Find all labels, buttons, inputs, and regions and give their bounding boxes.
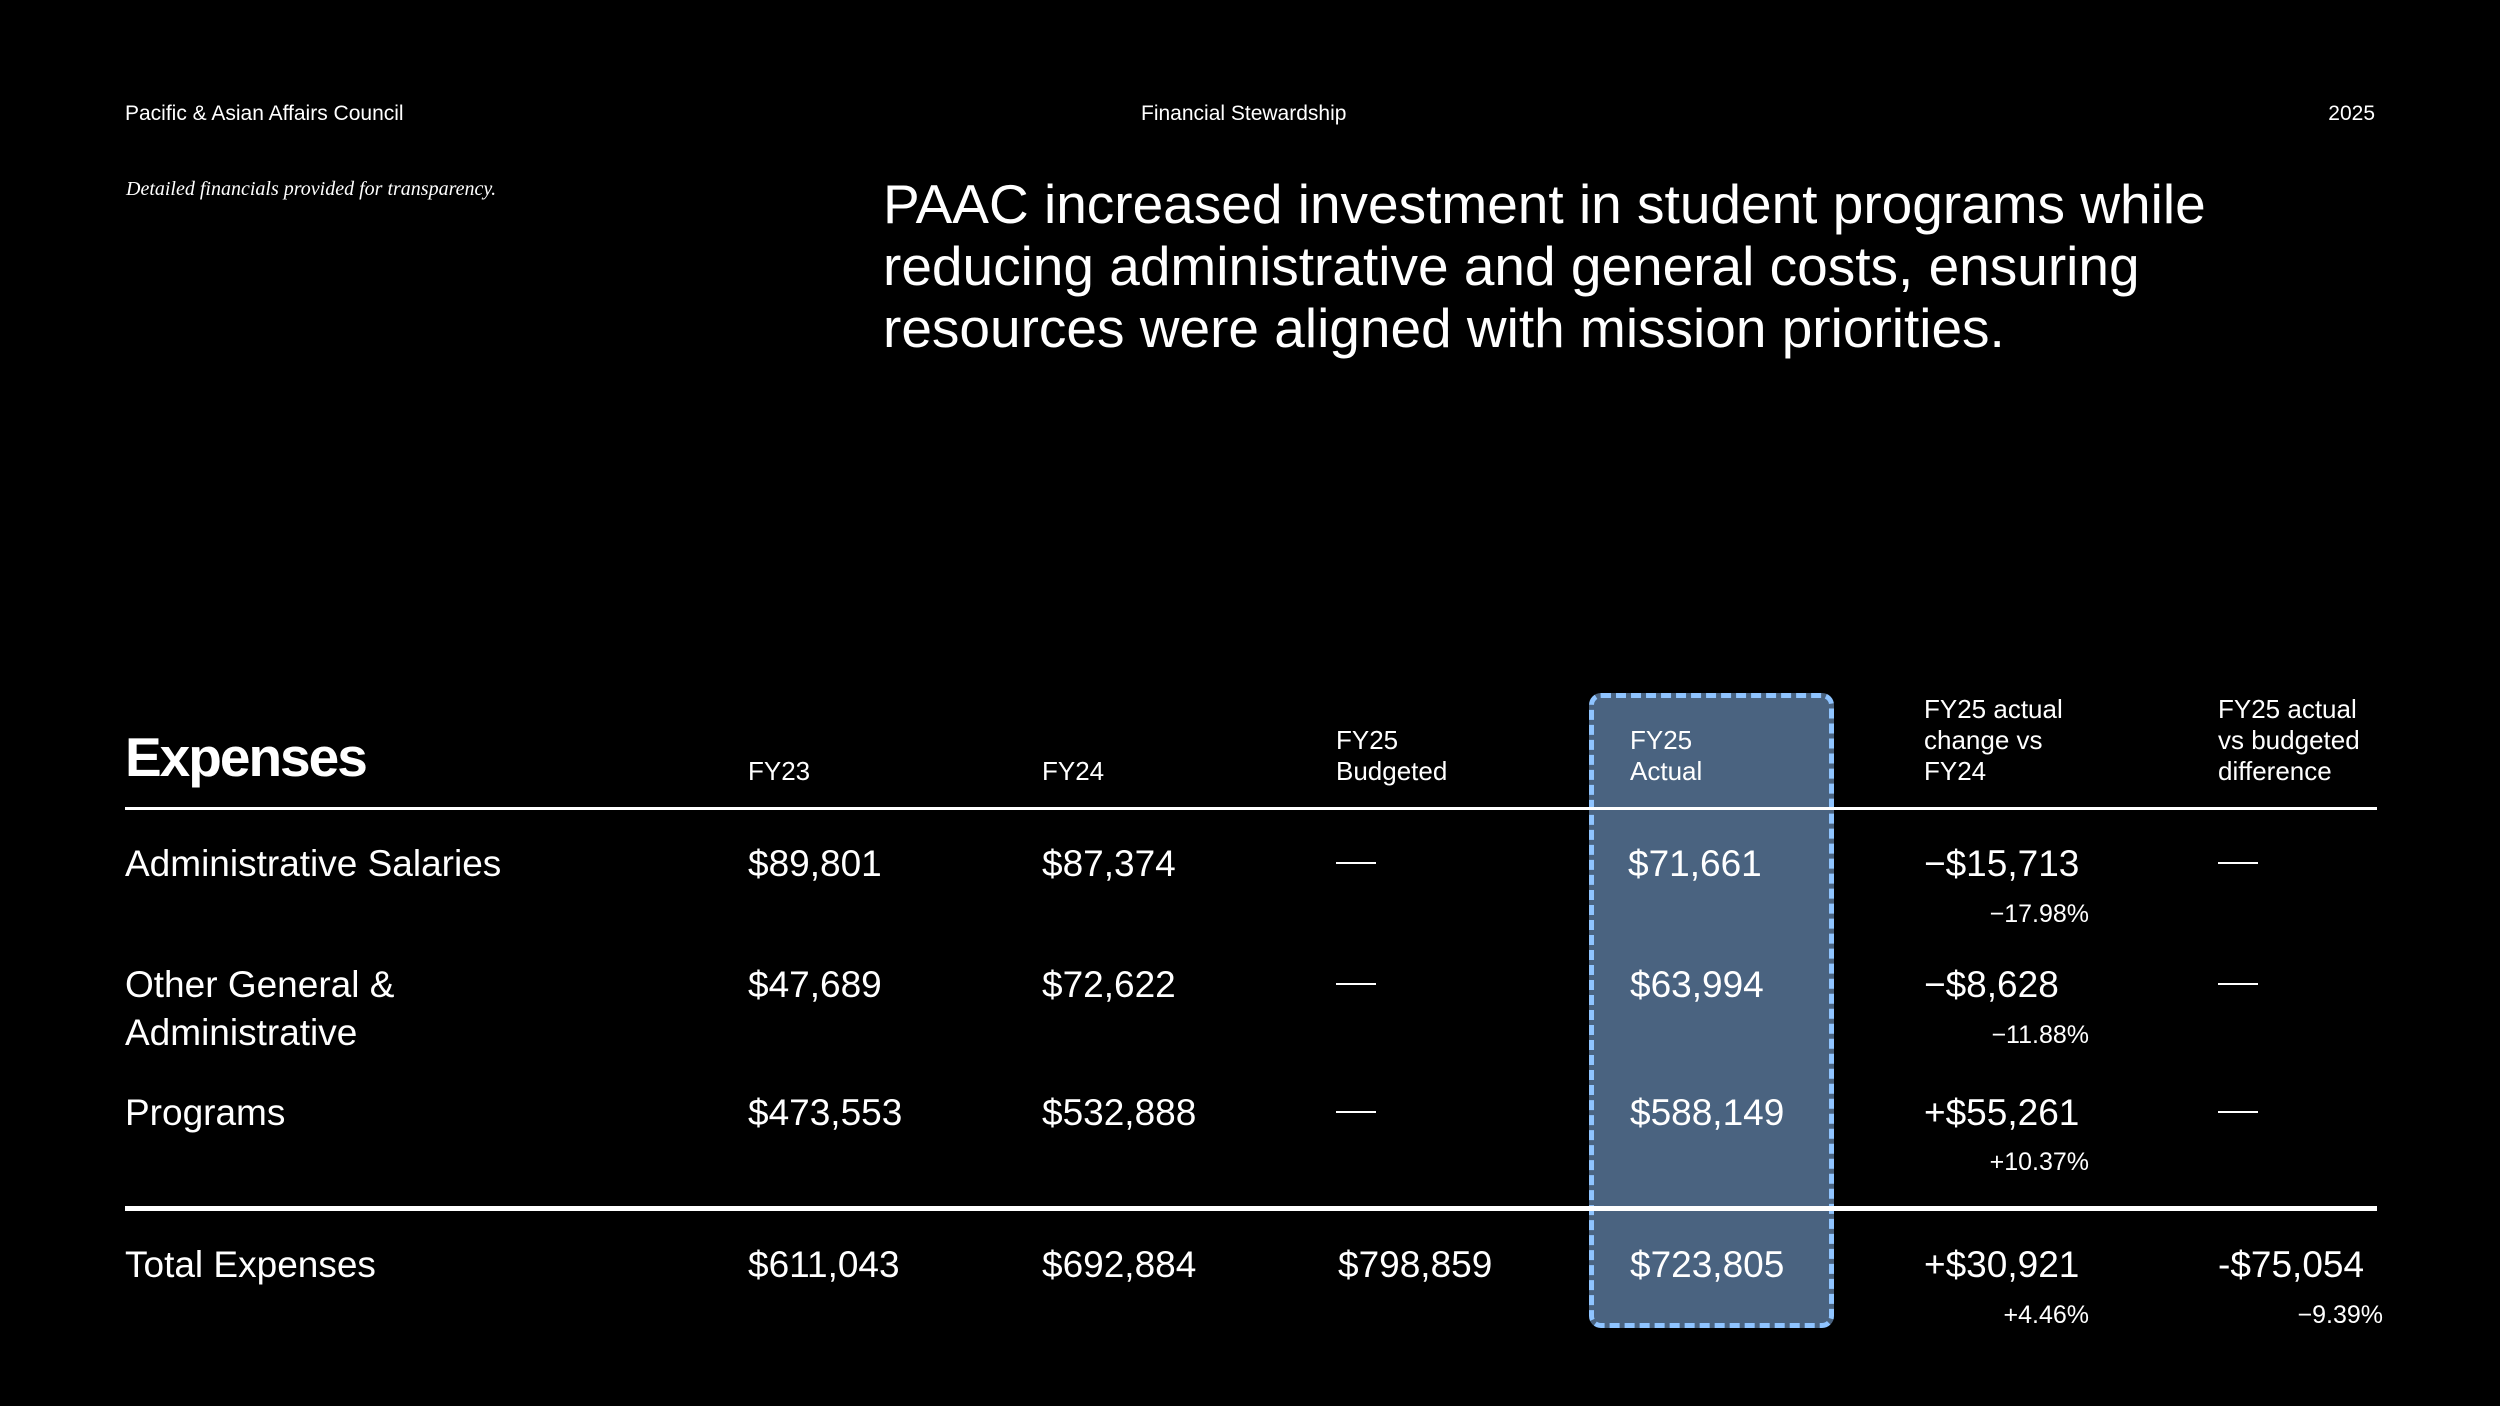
column-header-fy24: FY24 [1042, 756, 1242, 787]
cell-vs-budget-dash [2218, 862, 2258, 864]
cell-total-vs-budget-percent: −9.39% [2297, 1301, 2384, 1329]
cell-fy23: $47,689 [748, 964, 882, 1005]
column-header-line: vs budgeted [2218, 725, 2360, 755]
table-title: Expenses [125, 726, 368, 788]
report-year: 2025 [2328, 102, 2375, 125]
cell-fy25-actual: $71,661 [1628, 843, 1762, 884]
cell-change-percent: +10.37% [1989, 1148, 2089, 1176]
column-header-fy25-budgeted: FY25 Budgeted [1336, 725, 1536, 787]
column-header-fy24-text: FY24 [1042, 756, 1105, 786]
row-label-programs: Programs [125, 1092, 286, 1133]
cell-total-fy25-budgeted: $798,859 [1338, 1244, 1493, 1285]
cell-vs-budget-dash [2218, 983, 2258, 985]
organization-name: Pacific & Asian Affairs Council [125, 102, 404, 125]
column-header-line: FY25 [1336, 725, 1399, 755]
cell-total-vs-budget: -$75,054 [2218, 1244, 2365, 1285]
cell-fy25-budgeted-dash [1336, 1111, 1376, 1113]
column-header-line: Budgeted [1336, 756, 1448, 786]
cell-change-percent: −17.98% [1989, 900, 2089, 928]
column-header-fy23: FY23 [748, 756, 948, 787]
column-header-line: FY25 actual [2218, 694, 2357, 724]
row-label-total-expenses: Total Expenses [125, 1244, 376, 1285]
cell-fy25-budgeted-dash [1336, 862, 1376, 864]
header-divider [125, 807, 2377, 810]
column-header-fy25-actual: FY25 Actual [1630, 725, 1830, 787]
column-header-vs-budgeted: FY25 actual vs budgeted difference [2218, 694, 2418, 787]
cell-fy24: $72,622 [1042, 964, 1176, 1005]
column-header-line: Actual [1630, 756, 1703, 786]
cell-change: −$8,628 [1924, 964, 2059, 1005]
cell-change: +$55,261 [1924, 1092, 2080, 1133]
fy25-actual-highlight [1589, 693, 1834, 1328]
cell-fy24: $87,374 [1042, 843, 1176, 884]
column-header-line: FY25 [1630, 725, 1693, 755]
cell-total-fy24: $692,884 [1042, 1244, 1197, 1285]
section-title: Financial Stewardship [1141, 102, 1347, 125]
row-label-line: Administrative [125, 1012, 358, 1053]
column-header-line: change vs [1924, 725, 2043, 755]
row-label-administrative-salaries: Administrative Salaries [125, 843, 502, 884]
column-header-line: FY25 actual [1924, 694, 2063, 724]
transparency-note: Detailed financials provided for transpa… [126, 178, 497, 200]
cell-fy23: $89,801 [748, 843, 882, 884]
cell-total-change: +$30,921 [1924, 1244, 2080, 1285]
cell-fy24: $532,888 [1042, 1092, 1197, 1133]
row-label-other-general-administrative: Other General & Administrative [125, 961, 625, 1057]
row-label-line: Other General & [125, 964, 395, 1005]
cell-total-change-percent: +4.46% [2003, 1301, 2090, 1329]
cell-fy25-budgeted-dash [1336, 983, 1376, 985]
cell-change: −$15,713 [1924, 843, 2080, 884]
column-header-change-vs-fy24: FY25 actual change vs FY24 [1924, 694, 2124, 787]
cell-fy23: $473,553 [748, 1092, 903, 1133]
cell-total-fy25-actual: $723,805 [1630, 1244, 1785, 1285]
cell-fy25-actual: $588,149 [1630, 1092, 1785, 1133]
column-header-line: FY24 [1924, 756, 1987, 786]
cell-fy25-actual: $63,994 [1630, 964, 1764, 1005]
column-header-line: difference [2218, 756, 2332, 786]
cell-vs-budget-dash [2218, 1111, 2258, 1113]
cell-change-percent: −11.88% [1991, 1021, 2089, 1049]
column-header-fy23-text: FY23 [748, 756, 811, 786]
headline: PAAC increased investment in student pro… [883, 173, 2206, 359]
cell-total-fy23: $611,043 [748, 1244, 900, 1285]
total-divider [125, 1206, 2377, 1211]
